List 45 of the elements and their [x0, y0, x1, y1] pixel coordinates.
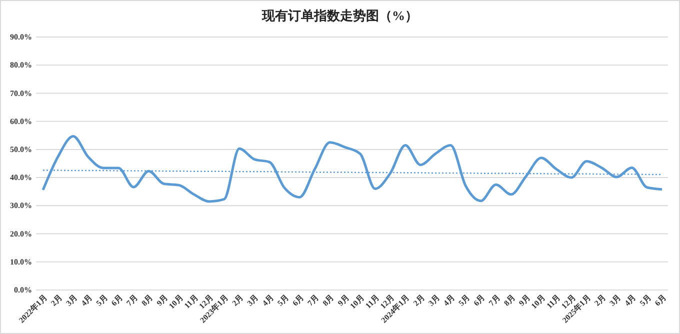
x-tick-label: 8月	[140, 292, 155, 308]
x-tick-label: 7月	[306, 292, 321, 308]
x-tick-label: 6月	[110, 292, 124, 308]
x-tick-label: 6月	[290, 292, 306, 308]
x-tick-label: 3月	[426, 292, 442, 308]
x-tick-label: 4月	[442, 292, 457, 308]
x-tick-label: 5月	[638, 292, 653, 308]
chart-title: 现有订单指数走势图（%）	[261, 8, 418, 23]
x-tick-label: 6月	[472, 292, 487, 308]
y-tick-label: 0.0%	[14, 286, 32, 295]
x-tick-label: 3月	[245, 292, 260, 308]
x-tick-label: 11月	[544, 292, 562, 310]
line-series	[42, 134, 664, 203]
x-tick-label: 8月	[502, 292, 517, 308]
x-tick-label: 2月	[592, 292, 608, 308]
y-tick-label: 20.0%	[10, 229, 32, 238]
x-tick-label: 11月	[182, 292, 200, 310]
x-tick-label: 6月	[653, 292, 668, 308]
x-tick-label: 4月	[79, 292, 94, 308]
x-tick-label: 11月	[364, 292, 382, 310]
y-tick-label: 10.0%	[10, 257, 32, 266]
x-tick-label: 2月	[49, 292, 64, 308]
x-tick-label: 10月	[348, 292, 366, 311]
x-tick-label: 9月	[336, 292, 351, 308]
x-tick-label: 5月	[94, 292, 110, 308]
x-tick-label: 2月	[230, 292, 246, 308]
x-tick-label: 3月	[608, 292, 623, 308]
y-tick-label: 30.0%	[10, 201, 32, 210]
x-tick-label: 3月	[64, 292, 80, 308]
y-tick-label: 70.0%	[10, 88, 32, 98]
x-tick-label: 5月	[276, 292, 290, 308]
x-tick-label: 7月	[487, 292, 502, 308]
x-tick-label: 5月	[456, 292, 472, 308]
y-tick-label: 50.0%	[10, 145, 32, 154]
y-tick-label: 80.0%	[10, 60, 32, 70]
y-tick-label: 40.0%	[10, 173, 32, 182]
x-tick-label: 9月	[154, 292, 170, 308]
x-tick-label: 4月	[260, 292, 276, 308]
x-tick-label: 8月	[320, 292, 336, 308]
y-tick-label: 90.0%	[10, 32, 32, 42]
y-tick-label: 60.0%	[10, 116, 32, 126]
x-tick-label: 2月	[412, 292, 426, 308]
x-tick-label: 4月	[622, 292, 638, 308]
x-tick-label: 10月	[167, 292, 185, 311]
x-tick-label: 7月	[124, 292, 140, 308]
